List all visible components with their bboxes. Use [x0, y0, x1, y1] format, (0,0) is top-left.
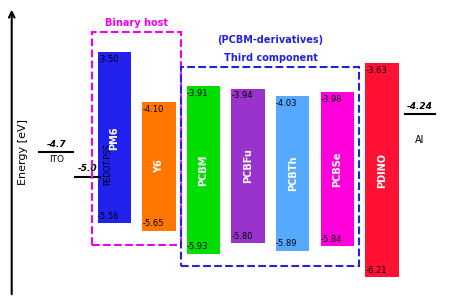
- Text: PEDOT:PSS: PEDOT:PSS: [103, 144, 112, 185]
- Text: -5.80: -5.80: [231, 232, 253, 241]
- Text: -5.56: -5.56: [98, 212, 119, 221]
- Text: PCBTh: PCBTh: [288, 156, 298, 191]
- Bar: [276, 96, 310, 250]
- Text: -3.63: -3.63: [365, 66, 387, 75]
- Text: (PCBM-derivatives): (PCBM-derivatives): [218, 35, 324, 45]
- Text: PCBSe: PCBSe: [332, 152, 342, 187]
- Bar: [142, 102, 176, 231]
- Text: -3.91: -3.91: [187, 89, 208, 98]
- Text: ITO: ITO: [49, 155, 64, 164]
- Text: -5.0: -5.0: [78, 164, 97, 173]
- Bar: [98, 52, 131, 223]
- Text: Energy [eV]: Energy [eV]: [18, 119, 28, 185]
- Text: -3.98: -3.98: [320, 95, 342, 104]
- Text: -6.21: -6.21: [365, 265, 387, 274]
- Bar: [231, 89, 265, 243]
- Text: -3.94: -3.94: [231, 91, 253, 100]
- Text: -5.65: -5.65: [142, 219, 164, 228]
- Text: PCBFu: PCBFu: [243, 148, 253, 184]
- Bar: [365, 63, 399, 277]
- Text: Y6: Y6: [154, 160, 164, 173]
- Text: -5.84: -5.84: [320, 235, 342, 244]
- Text: -5.93: -5.93: [187, 242, 208, 251]
- Text: PCBM: PCBM: [199, 155, 209, 186]
- Text: -4.7: -4.7: [46, 140, 66, 149]
- Text: -5.89: -5.89: [276, 239, 298, 248]
- Text: Al: Al: [415, 135, 425, 144]
- Text: -4.03: -4.03: [276, 99, 298, 108]
- Text: Binary host: Binary host: [105, 18, 168, 28]
- Text: -4.24: -4.24: [407, 102, 433, 111]
- Bar: [187, 87, 220, 254]
- Text: -4.10: -4.10: [142, 105, 164, 114]
- Text: -3.50: -3.50: [98, 55, 119, 64]
- Text: PM6: PM6: [109, 126, 119, 150]
- Text: Third component: Third component: [224, 53, 318, 63]
- Bar: [320, 92, 354, 246]
- Text: PDINO: PDINO: [377, 153, 387, 188]
